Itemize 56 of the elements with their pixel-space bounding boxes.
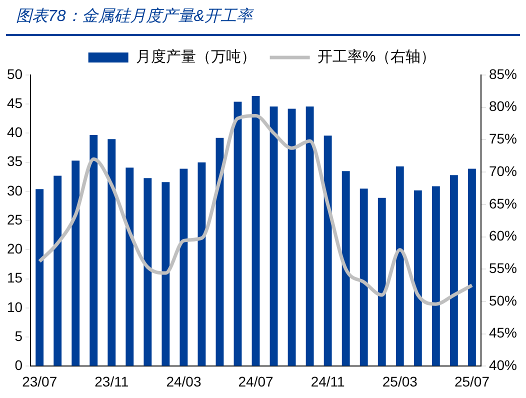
bar (126, 168, 134, 366)
bar (270, 106, 278, 366)
y2-tick-label: 45% (488, 324, 518, 341)
y-tick-label: 10 (6, 298, 23, 315)
y2-tick-label: 85% (488, 66, 518, 82)
line-series (38, 114, 474, 306)
y2-tick-label: 55% (488, 260, 518, 276)
bar (450, 175, 458, 366)
y-tick-label: 45 (6, 94, 23, 111)
y-tick-label: 25 (6, 211, 23, 228)
bar (252, 96, 260, 366)
bar (54, 176, 62, 366)
bar (162, 182, 170, 366)
legend-label: 开工率%（右轴） (317, 48, 436, 66)
y2-tick-label: 70% (488, 162, 518, 179)
y2-tick-label: 75% (488, 130, 518, 147)
bar (468, 168, 476, 366)
bar (90, 134, 98, 366)
bar (414, 190, 422, 366)
y2-tick-label: 50% (488, 292, 518, 308)
x-tick-label: 24/03 (166, 373, 202, 390)
bar (36, 189, 44, 366)
bar (396, 166, 404, 366)
y-tick-label: 40 (6, 124, 23, 140)
bar (378, 198, 386, 366)
y-tick-label: 20 (6, 240, 23, 257)
y-tick-label: 50 (6, 66, 23, 82)
y-tick-label: 0 (14, 357, 23, 374)
bar (432, 186, 440, 366)
y-tick-label: 30 (6, 182, 23, 198)
bar (288, 108, 296, 366)
chart-title: 图表78：金属硅月度产量&开工率 (6, 6, 520, 36)
y-tick-label: 5 (14, 328, 23, 344)
y-tick-label: 15 (6, 270, 23, 286)
x-tick-label: 23/07 (22, 373, 58, 390)
legend-label: 月度产量（万吨） (136, 48, 256, 66)
bar (180, 168, 188, 366)
bar (198, 162, 206, 366)
bar (72, 160, 80, 366)
bar (324, 136, 332, 366)
bar (144, 178, 152, 366)
bar (234, 102, 242, 366)
bar (108, 139, 116, 366)
bar (360, 188, 368, 366)
y-tick-label: 35 (6, 153, 23, 170)
x-tick-label: 23/11 (94, 373, 129, 390)
x-tick-label: 25/07 (454, 373, 490, 390)
x-tick-label: 25/03 (382, 373, 418, 390)
y2-tick-label: 80% (488, 98, 518, 114)
bar (306, 106, 314, 366)
y2-tick-label: 60% (488, 228, 518, 244)
x-tick-label: 24/11 (310, 373, 346, 390)
bar (342, 171, 350, 366)
y2-tick-label: 65% (488, 195, 518, 212)
x-tick-label: 24/07 (238, 373, 274, 390)
y2-tick-label: 40% (488, 357, 518, 374)
